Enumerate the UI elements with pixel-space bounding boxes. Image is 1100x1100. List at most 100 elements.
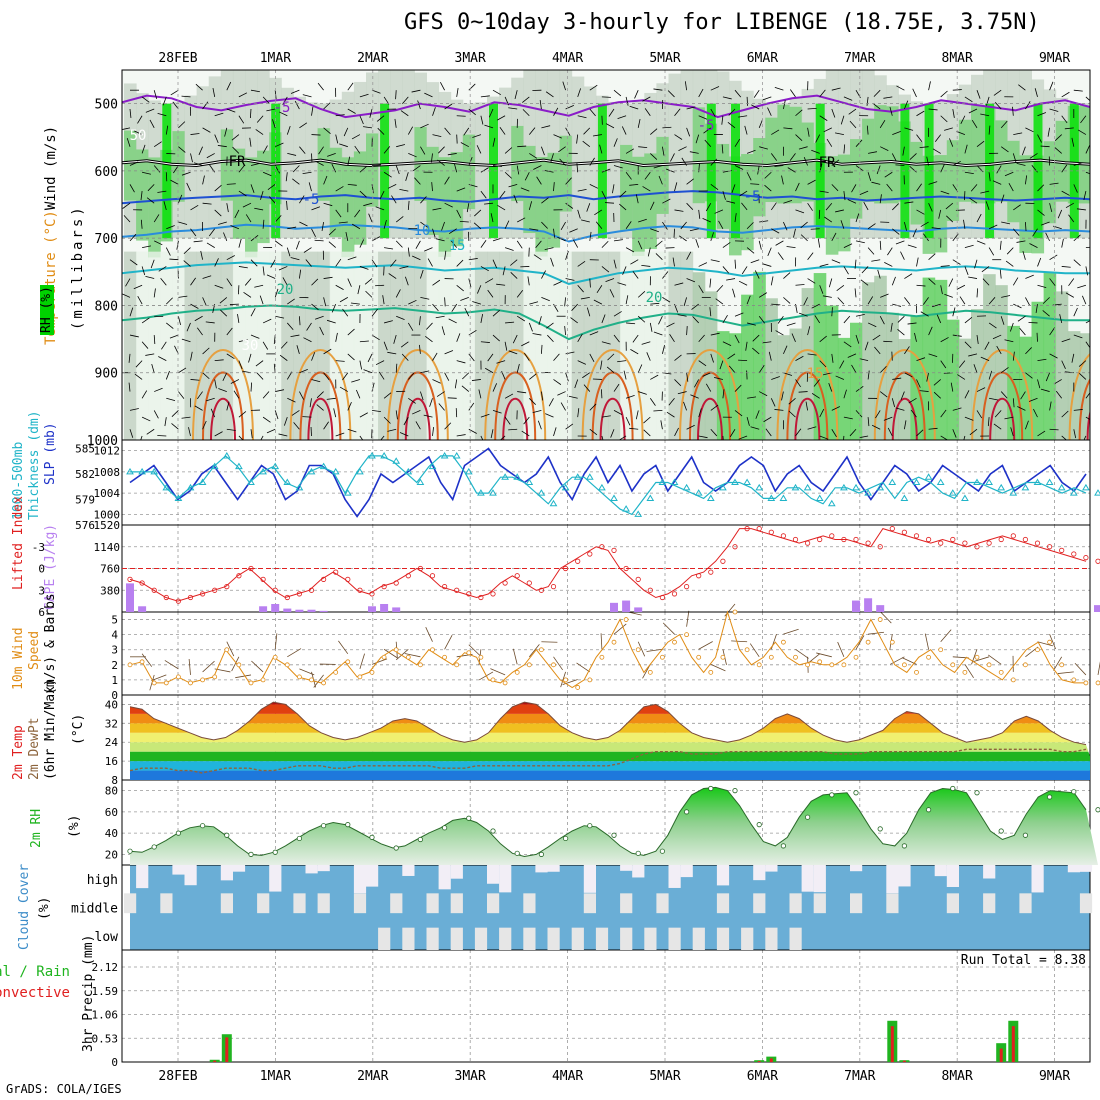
rh-band-low [632, 251, 645, 440]
wind-speed-marker [454, 662, 460, 668]
warm-cell-contour [794, 397, 821, 440]
wind-barb [399, 188, 409, 192]
wind-barb [798, 146, 808, 150]
precip-unit: 3hr Precip (mm) [81, 935, 96, 1052]
wind-barb [305, 259, 312, 267]
wind-barb [565, 202, 574, 209]
wind-barb [781, 175, 784, 185]
wind-barb [383, 219, 387, 229]
precip-tick-label: 1.06 [92, 1009, 119, 1022]
wind-barb [565, 351, 575, 355]
wind-barb [238, 238, 242, 248]
wind-barb [323, 348, 332, 355]
wind-barb [150, 259, 155, 269]
wind-barb [559, 158, 566, 166]
wind-barb [153, 288, 156, 298]
cloud-unit: (%) [37, 897, 52, 920]
wind-barb [521, 341, 530, 347]
wind-barb [976, 240, 986, 245]
rh-marker [441, 825, 448, 831]
wind-barb [517, 145, 527, 148]
wind-barb [444, 127, 451, 136]
wind-barb [698, 408, 702, 418]
thickness-label-1: 1000-500mb [11, 442, 26, 520]
rh-band-green [862, 118, 875, 202]
cloud-clear-high [620, 865, 633, 871]
wind-barb [255, 129, 264, 135]
wind-barb [1079, 373, 1087, 380]
cloud-clear-low [765, 927, 778, 950]
wind-barb [964, 144, 968, 154]
cape-label: CAPE (J/kg) [43, 524, 58, 610]
wind-barb [626, 322, 636, 325]
wind-barb [734, 259, 737, 269]
date-label-top: 6MAR [747, 51, 778, 66]
wind-barb [922, 233, 929, 242]
wind-barb [367, 353, 373, 363]
wind-barb [166, 297, 173, 305]
slp-tick-label: 1012 [94, 445, 121, 458]
wind-barb [256, 372, 264, 380]
slp-marker [1021, 483, 1030, 491]
wind-barb [165, 125, 169, 135]
surface-wind-barb [940, 629, 952, 642]
surface-wind-barb [444, 634, 453, 650]
surface-wind-barb [371, 658, 388, 665]
wind-tick-label: 0 [111, 689, 118, 702]
wind-barb [750, 259, 760, 264]
wind-barb [447, 153, 457, 156]
wind-barb [363, 369, 373, 374]
wind-barb [206, 153, 215, 159]
rh-band-low [644, 251, 657, 440]
slp-marker [380, 451, 388, 459]
wind-barb [658, 175, 663, 185]
wind-barb [1029, 153, 1038, 159]
wind-speed-marker [1071, 677, 1077, 683]
wind-barb [532, 410, 542, 413]
li-marker [841, 536, 847, 543]
wind-barb [359, 360, 363, 370]
rh-tick-label: 20 [105, 848, 118, 861]
wind-barb [843, 435, 845, 440]
wind-barb [940, 409, 947, 418]
wind-barb [419, 316, 421, 326]
wind-barb [1082, 295, 1087, 305]
rh-marker [345, 822, 351, 828]
wind-barb [151, 363, 155, 373]
wind-barb [250, 259, 258, 267]
li-marker [320, 576, 327, 582]
rh-marker [708, 785, 714, 792]
wind-label-3: (m/s) & Barbs [43, 593, 58, 695]
li-marker [562, 565, 569, 572]
li-marker [720, 558, 726, 564]
wind-barb [278, 266, 288, 271]
wind-barb [123, 215, 131, 223]
cloud-clear-mid [656, 893, 669, 914]
wind-barb [181, 95, 191, 98]
wind-barb [698, 115, 708, 120]
wind-barb [674, 182, 678, 192]
wind-barb [577, 115, 587, 119]
wind-barb [1053, 379, 1062, 385]
wind-barb [472, 134, 482, 138]
slp-marker [973, 478, 981, 485]
wind-barb [178, 221, 188, 225]
warm-cell-contour [776, 349, 839, 440]
rh-band-low [160, 251, 173, 440]
wind-barb [133, 130, 143, 135]
wind-barb [831, 184, 839, 192]
li-marker [466, 591, 472, 597]
cloud-clear-low [644, 927, 657, 950]
surface-wind-barb [879, 611, 892, 624]
wind-barb [166, 322, 174, 329]
wind-barb [868, 151, 878, 154]
wind-barb [727, 353, 736, 360]
wind-barb [323, 276, 333, 279]
wind-barb [477, 285, 482, 294]
slp-tick-label: 1000 [94, 508, 121, 521]
wind-barb [190, 228, 197, 237]
warm-cell-contour [210, 397, 236, 440]
wind-barb [589, 84, 598, 91]
wind-barb [625, 295, 629, 305]
wind-barb [949, 138, 954, 147]
